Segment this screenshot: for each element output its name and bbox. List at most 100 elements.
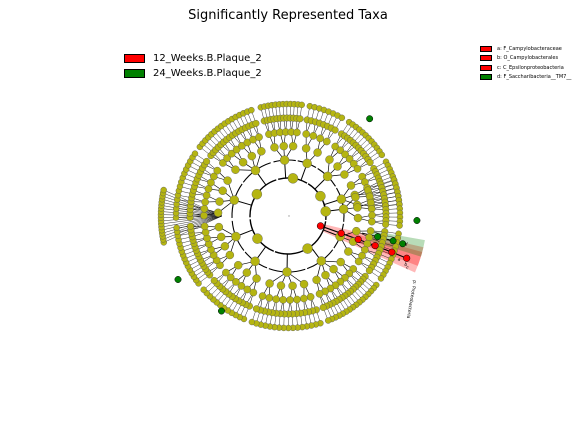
genus-node [382, 220, 390, 228]
genus-node [210, 277, 218, 285]
family-node [255, 133, 263, 141]
family-node [232, 278, 240, 286]
order-node [301, 144, 311, 153]
family-node [286, 296, 294, 304]
family-node [349, 159, 358, 168]
legend-item: 12_Weeks.B.Plaque_2 [124, 51, 262, 66]
species-node [248, 318, 256, 326]
species-node [396, 222, 403, 229]
clade-swatch [480, 55, 492, 62]
clade-legend-item: c: C_Epsilonproteobacteria [480, 63, 571, 73]
leaf-edge [161, 215, 223, 228]
genus-node [252, 305, 260, 313]
family-node [200, 211, 208, 220]
chart-title: Significantly Represented Taxa [188, 8, 388, 23]
clade-legend-item: a: F_Campylobacteraceae [480, 44, 571, 54]
order-node [333, 162, 342, 171]
family-node [365, 233, 374, 242]
family-node [207, 178, 215, 187]
family-node [367, 198, 375, 207]
clade-legend-label: c: C_Epsilonproteobacteria [497, 64, 564, 71]
family-node [293, 128, 301, 137]
order-node [321, 270, 330, 280]
biomarker-node-green [399, 240, 407, 248]
order-node [279, 141, 288, 151]
chart-legend: 12_Weeks.B.Plaque_2 24_Weeks.B.Plaque_2 [124, 51, 262, 81]
biomarker-edge [320, 225, 342, 234]
order-node [225, 250, 235, 260]
order-node [344, 247, 353, 256]
class-node [250, 256, 260, 267]
biomarker-node-red [388, 248, 396, 256]
family-node [353, 165, 362, 173]
clade-label-c: c [405, 266, 410, 272]
class-node [231, 231, 241, 242]
order-node [247, 151, 257, 161]
family-node [265, 294, 274, 302]
clade-label-proteobacteria: p: Proteobacteria [405, 280, 418, 319]
species-node [378, 151, 386, 159]
clade-label-a: a [397, 257, 402, 263]
family-node [367, 205, 376, 213]
family-node [249, 288, 258, 297]
biomarker-node-green [174, 276, 182, 283]
family-node [279, 296, 287, 304]
family-node [366, 227, 375, 235]
clade-legend-item: b: O_Campylobacterales [480, 54, 571, 64]
order-node [231, 165, 240, 174]
family-node [315, 290, 324, 298]
clade-label-b: b [403, 261, 408, 268]
genus-node [366, 159, 374, 167]
clade-legend-label: b: O_Campylobacterales [497, 55, 559, 62]
legend-swatch-red [124, 54, 145, 63]
class-node [322, 171, 333, 182]
biomarker-node-green [413, 217, 421, 224]
family-node [200, 204, 209, 213]
class-node [250, 165, 261, 176]
genus-node [187, 222, 195, 230]
phylum-node [251, 189, 263, 200]
order-node [216, 232, 226, 242]
family-node [204, 185, 213, 193]
biomarker-node-green [366, 115, 374, 123]
family-node [223, 154, 231, 162]
biomarker-node-red [337, 229, 345, 237]
genus-node [296, 115, 304, 123]
order-node [223, 176, 232, 185]
clade-legend: a: F_Campylobacteraceae b: O_Campylobact… [480, 44, 571, 82]
clade-legend-label: d: F_Saccharibacteria__TM7__ [497, 74, 572, 81]
order-node [340, 170, 349, 179]
order-node [299, 279, 309, 289]
family-node [302, 130, 310, 138]
order-node [214, 222, 224, 232]
genus-node [319, 303, 327, 311]
order-node [346, 181, 356, 190]
family-node [345, 155, 354, 163]
family-node [219, 159, 227, 167]
species-node [377, 275, 385, 282]
biomarker-node-red [354, 235, 362, 243]
order-node [313, 148, 322, 157]
species-node [338, 114, 346, 122]
biomarker-node-red [316, 222, 325, 230]
family-node [322, 137, 331, 146]
legend-item: 24_Weeks.B.Plaque_2 [124, 66, 262, 81]
family-node [368, 217, 376, 226]
order-node [252, 274, 261, 283]
phylum-arc [249, 179, 277, 218]
family-node [258, 292, 267, 300]
order-node [238, 158, 248, 167]
order-node [325, 155, 334, 164]
order-node [242, 268, 252, 277]
species-node [200, 286, 207, 293]
order-node [234, 261, 243, 270]
order-node [270, 143, 279, 152]
family-node [238, 142, 246, 150]
class-node [282, 267, 292, 277]
class-node [338, 204, 349, 214]
family-node [365, 192, 374, 201]
species-node [248, 106, 255, 114]
species-node [298, 101, 305, 109]
family-node [213, 166, 222, 175]
